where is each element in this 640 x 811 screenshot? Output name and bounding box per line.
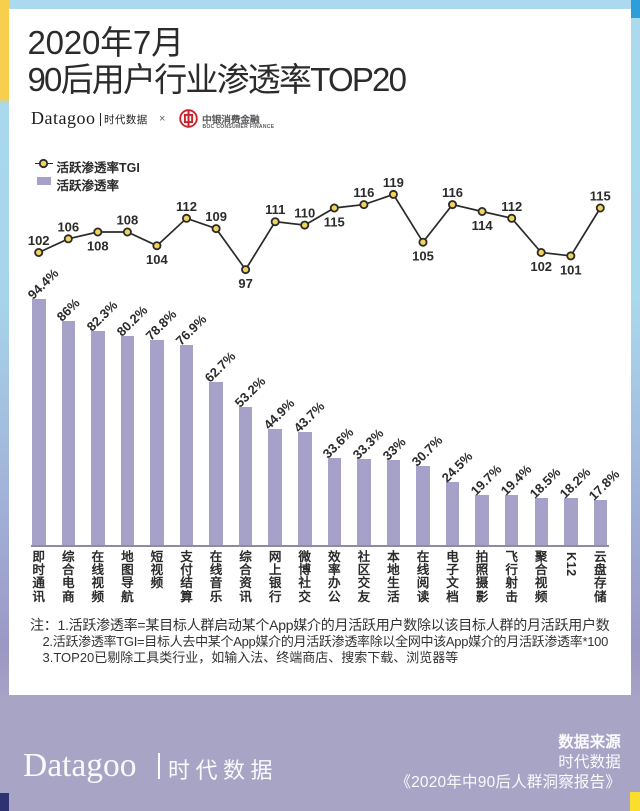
svg-text:109: 109 [205,209,227,224]
svg-text:104: 104 [146,252,168,267]
svg-text:116: 116 [442,185,463,200]
svg-text:111: 111 [265,202,285,217]
svg-text:101: 101 [560,262,582,277]
svg-text:97: 97 [238,276,252,291]
svg-text:116: 116 [353,185,374,200]
svg-text:102: 102 [530,259,552,274]
svg-text:102: 102 [28,233,50,248]
svg-text:112: 112 [176,199,197,214]
svg-text:110: 110 [294,206,315,221]
svg-text:119: 119 [383,175,404,190]
svg-text:105: 105 [412,249,434,264]
svg-text:108: 108 [87,239,109,254]
svg-text:112: 112 [501,199,522,214]
svg-text:108: 108 [117,213,139,228]
svg-text:115: 115 [324,215,345,230]
svg-text:106: 106 [57,219,79,234]
svg-text:114: 114 [472,218,494,233]
svg-text:115: 115 [590,189,611,204]
